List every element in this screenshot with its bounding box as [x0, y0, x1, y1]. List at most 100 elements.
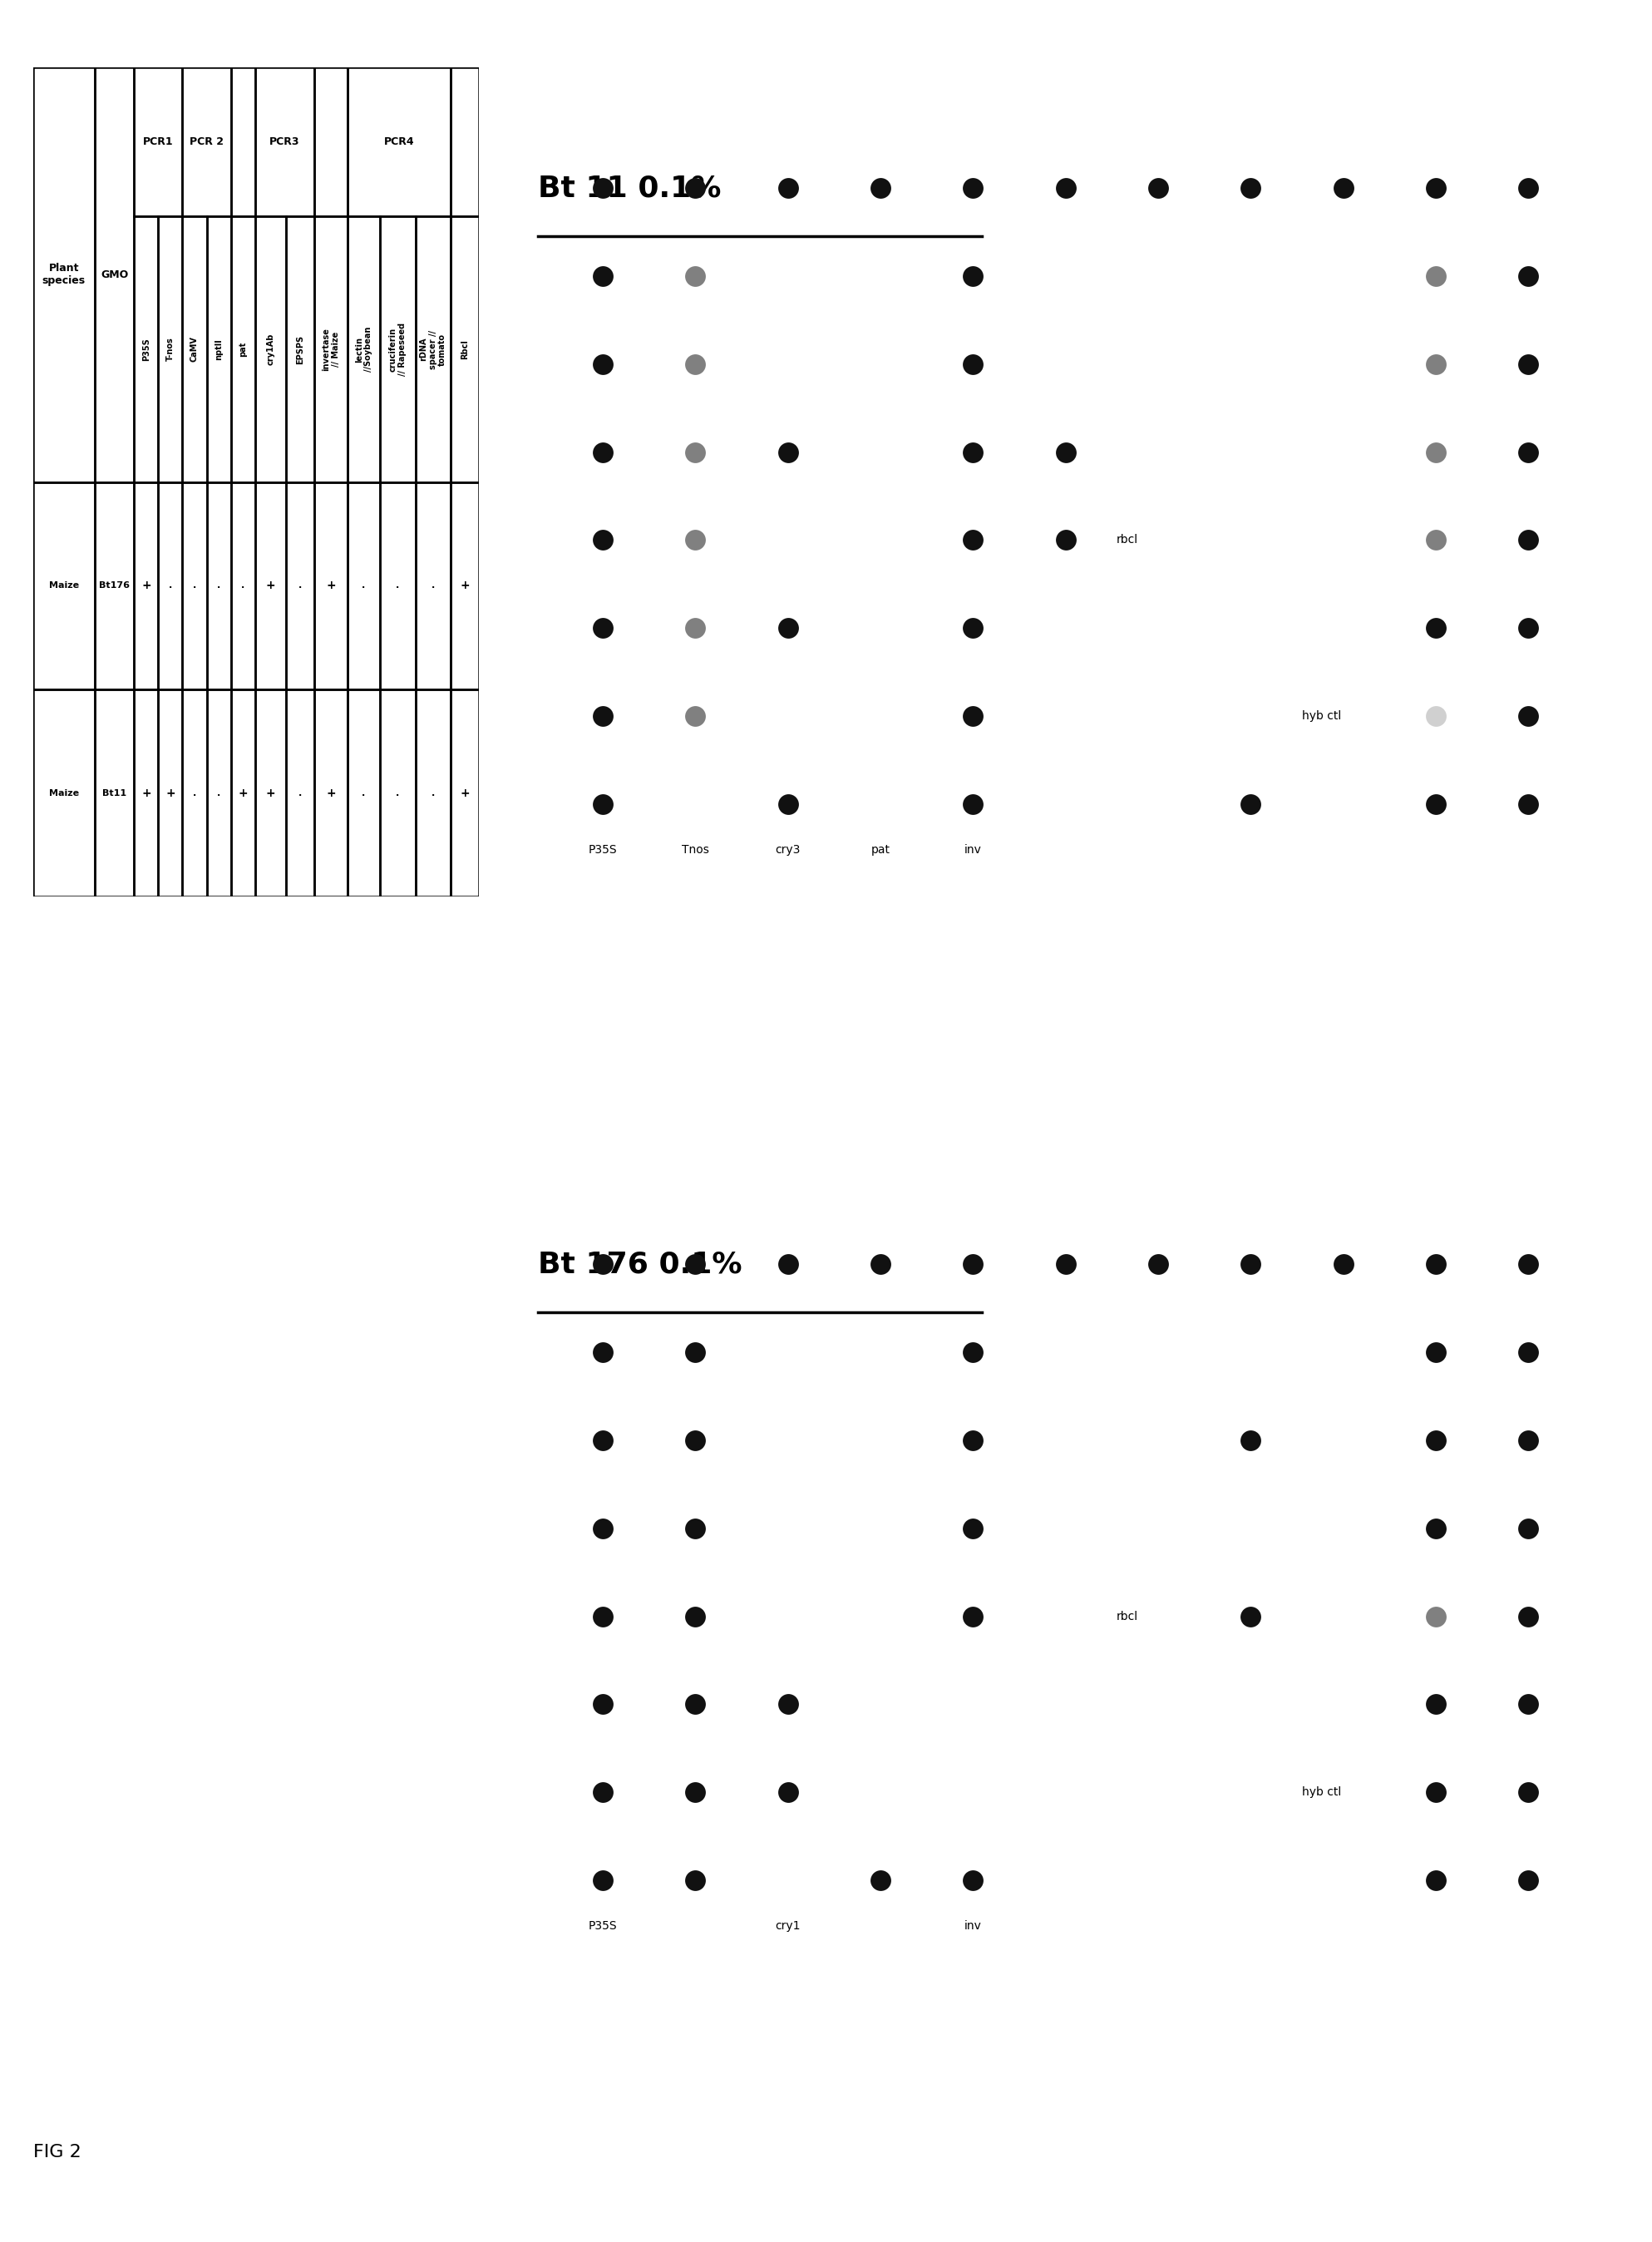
Point	[590, 1863, 616, 1899]
Point	[590, 610, 616, 646]
Point	[960, 1421, 986, 1457]
Point	[682, 1511, 709, 1547]
Text: GMO: GMO	[101, 269, 129, 280]
Bar	[451, 67, 479, 217]
Point	[1422, 1334, 1449, 1370]
Point	[775, 1247, 801, 1282]
Bar	[231, 691, 254, 897]
Point	[590, 345, 616, 381]
Text: +: +	[459, 787, 469, 798]
Text: Maize: Maize	[50, 581, 79, 590]
Point	[590, 1686, 616, 1722]
Text: rbcl: rbcl	[1117, 534, 1138, 545]
Bar	[286, 691, 314, 897]
Point	[1515, 1773, 1541, 1809]
Point	[682, 170, 709, 206]
Bar	[415, 691, 451, 897]
Point	[1237, 1599, 1264, 1634]
Point	[682, 610, 709, 646]
Point	[1422, 1773, 1449, 1809]
Text: +: +	[142, 787, 150, 798]
Point	[590, 787, 616, 823]
Point	[1422, 1247, 1449, 1282]
Text: Bt11: Bt11	[102, 789, 127, 798]
Bar	[206, 691, 231, 897]
Text: Rbcl: Rbcl	[461, 339, 469, 359]
Text: .: .	[193, 581, 197, 590]
Bar	[206, 482, 231, 691]
Text: +: +	[459, 581, 469, 592]
Point	[1515, 522, 1541, 558]
Point	[682, 1334, 709, 1370]
Bar	[182, 67, 231, 217]
Text: +: +	[142, 581, 150, 592]
Point	[590, 1599, 616, 1634]
Text: pat: pat	[240, 341, 248, 356]
Bar	[254, 67, 314, 217]
Text: cry1Ab: cry1Ab	[266, 334, 274, 365]
Text: PCR1: PCR1	[144, 137, 173, 148]
Bar	[451, 691, 479, 897]
Text: inv: inv	[965, 843, 981, 856]
Text: PCR 2: PCR 2	[190, 137, 223, 148]
Text: cry1: cry1	[775, 1919, 801, 1933]
Text: inv: inv	[965, 1919, 981, 1933]
Bar	[94, 691, 134, 897]
Text: .: .	[299, 789, 302, 798]
Bar	[33, 482, 94, 691]
Text: Bt 11 0.1%: Bt 11 0.1%	[539, 175, 722, 202]
Bar	[347, 217, 380, 482]
Point	[682, 1247, 709, 1282]
Point	[1237, 170, 1264, 206]
Text: Maize: Maize	[50, 789, 79, 798]
Point	[1422, 1863, 1449, 1899]
Point	[1515, 258, 1541, 294]
Text: rDNA
spacer //
tomato: rDNA spacer // tomato	[420, 330, 446, 370]
Point	[1145, 1247, 1171, 1282]
Point	[682, 697, 709, 733]
Text: +: +	[238, 787, 248, 798]
Point	[1422, 345, 1449, 381]
Point	[960, 1247, 986, 1282]
Text: .: .	[362, 789, 365, 798]
Point	[1422, 1511, 1449, 1547]
Point	[1052, 522, 1079, 558]
Point	[775, 1773, 801, 1809]
Bar	[254, 482, 286, 691]
Text: T-nos: T-nos	[167, 336, 175, 361]
Text: +: +	[325, 581, 335, 592]
Point	[960, 1511, 986, 1547]
Text: cry3: cry3	[775, 843, 801, 856]
Text: hyb ctl: hyb ctl	[1302, 1787, 1341, 1798]
Bar	[347, 482, 380, 691]
Point	[1515, 697, 1541, 733]
Point	[682, 1686, 709, 1722]
Text: nptll: nptll	[215, 339, 223, 361]
Point	[590, 170, 616, 206]
Bar	[451, 482, 479, 691]
Point	[960, 258, 986, 294]
Point	[867, 1863, 894, 1899]
Point	[1052, 435, 1079, 471]
Text: FIG 2: FIG 2	[33, 2143, 81, 2161]
Bar	[415, 217, 451, 482]
Point	[960, 610, 986, 646]
Point	[1515, 435, 1541, 471]
Point	[775, 170, 801, 206]
Point	[960, 435, 986, 471]
Bar	[159, 482, 182, 691]
Bar	[159, 217, 182, 482]
Point	[682, 1863, 709, 1899]
Point	[590, 1773, 616, 1809]
Text: +: +	[325, 787, 335, 798]
Text: .: .	[193, 789, 197, 798]
Bar	[314, 691, 347, 897]
Text: P35S: P35S	[588, 843, 618, 856]
Bar	[231, 67, 254, 217]
Text: .: .	[431, 789, 434, 798]
Point	[960, 170, 986, 206]
Point	[960, 787, 986, 823]
Point	[775, 1686, 801, 1722]
Text: Tnos: Tnos	[682, 843, 709, 856]
Bar	[182, 691, 206, 897]
